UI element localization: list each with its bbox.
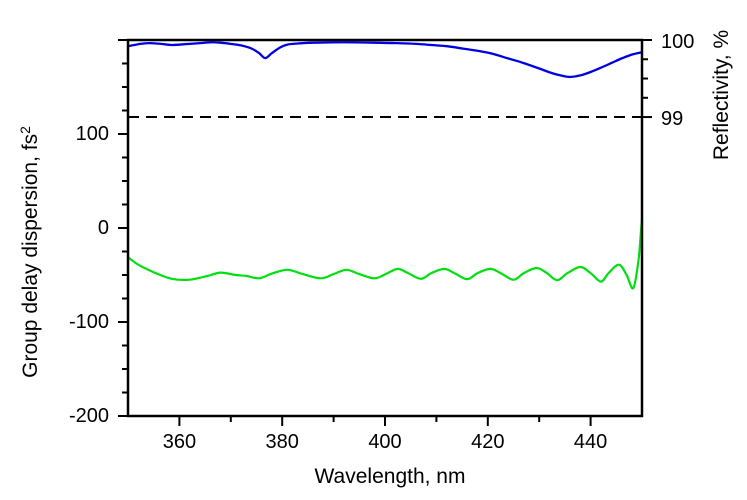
- x-tick-label: 360: [163, 431, 196, 453]
- y-axis-left-title-text: Group delay dispersion, fs: [19, 133, 42, 378]
- y-left-tick-label: 0: [98, 217, 109, 239]
- plot-frame: [126, 38, 644, 418]
- y-left-tick-label: -100: [69, 311, 109, 333]
- x-axis-title: Wavelength, nm: [314, 465, 466, 488]
- y-axis-left-title: Group delay dispersion, fs2: [17, 126, 43, 378]
- reflectivity-curve: [128, 41, 642, 79]
- x-tick-label: 440: [574, 431, 607, 453]
- x-tick-label: 420: [471, 431, 504, 453]
- y-axis-left-title-superscript: 2: [17, 126, 33, 134]
- group-delay-dispersion-curve: [128, 218, 642, 290]
- y-right-tick-label: 100: [661, 31, 694, 53]
- y-left-tick-label: 100: [76, 123, 109, 145]
- y-right-tick-label: 99: [661, 108, 683, 130]
- x-tick-label: 380: [266, 431, 299, 453]
- y-axis-right-title: Reflectivity, %: [710, 29, 733, 161]
- y-left-tick-label: -200: [69, 405, 109, 427]
- x-tick-label: 400: [368, 431, 401, 453]
